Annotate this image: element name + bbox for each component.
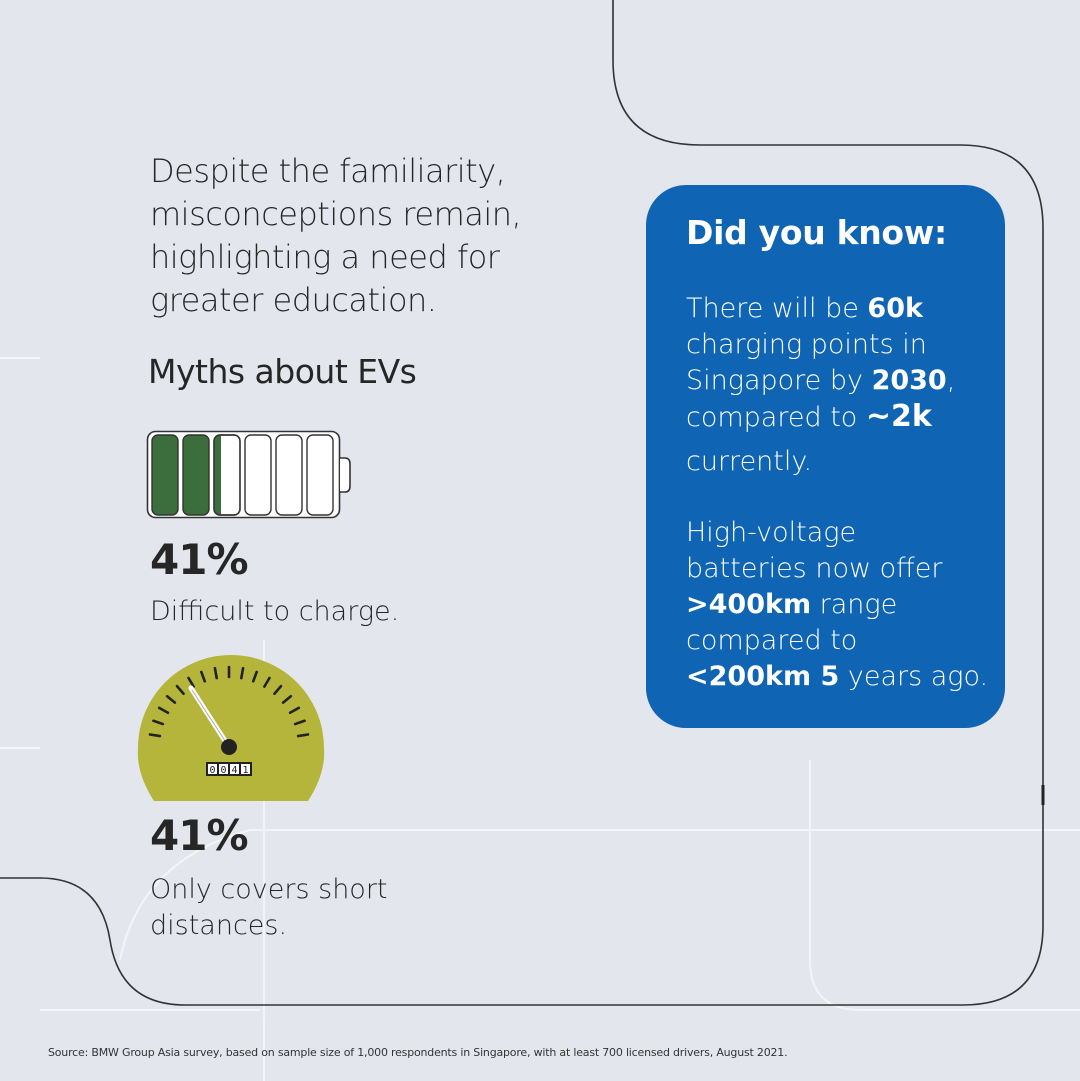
myth-percent: 41% (150, 811, 249, 860)
gauge-tick (187, 676, 195, 688)
gauge-tick (263, 676, 271, 688)
card-text: range (811, 589, 898, 620)
gauge-tick (251, 670, 258, 683)
myth-description-line: distances. (150, 910, 288, 941)
did-you-know-card: Did you know: There will be 60k charging… (646, 185, 1005, 728)
card-text: compared to (686, 625, 858, 656)
intro-line: highlighting a need for (150, 238, 500, 276)
card-text: charging points in (686, 329, 927, 360)
frame-line (0, 0, 1044, 1006)
myths-heading: Myths about EVs (148, 352, 417, 391)
intro-line: misconceptions remain, (150, 195, 522, 233)
gauge-tick (281, 694, 293, 704)
svg-text:4: 4 (231, 765, 237, 776)
card-text: years ago. (839, 661, 989, 692)
gauge-tick (175, 684, 185, 696)
card-highlight: <200km 5 (686, 661, 840, 692)
myth-description: Only covers short distances. (150, 872, 450, 944)
svg-text:0: 0 (209, 765, 215, 776)
card-text: There will be (686, 293, 868, 324)
gauge-tick (148, 733, 162, 738)
intro-line: greater education. (150, 281, 437, 319)
gauge-tick (293, 719, 306, 726)
odometer: 0 0 4 1 (206, 762, 252, 776)
gauge-tick (288, 706, 301, 715)
myth-description-line: Difficult to charge. (150, 596, 400, 627)
card-highlight: ~2k (865, 399, 932, 434)
speedometer-icon: 0 0 4 1 (137, 655, 325, 801)
myth-description-line: Only covers short (150, 874, 388, 905)
myth-description: Difficult to charge. (150, 594, 450, 630)
gauge-tick (240, 666, 245, 680)
card-text: compared to (686, 402, 866, 433)
card-text: batteries now offer (686, 553, 943, 584)
gauge-tick (157, 706, 170, 715)
card-title: Did you know: (686, 213, 947, 252)
card-text: High-voltage (686, 517, 857, 548)
card-highlight: 60k (867, 293, 923, 324)
svg-text:1: 1 (242, 765, 248, 776)
card-highlight: >400km (686, 589, 812, 620)
intro-text: Despite the familiarity, misconceptions … (150, 150, 570, 322)
gauge-tick (165, 694, 177, 704)
card-text: currently. (686, 446, 813, 477)
myth-percent: 41% (150, 535, 249, 584)
gauge-tick (273, 684, 283, 696)
gauge-tick (213, 666, 218, 680)
intro-line: Despite the familiarity, (150, 152, 506, 190)
source-footnote: Source: BMW Group Asia survey, based on … (48, 1046, 788, 1059)
card-paragraph: There will be 60k charging points in Sin… (686, 291, 996, 480)
gauge-tick (296, 733, 310, 738)
card-text: Singapore by (686, 365, 872, 396)
card-paragraph: High-voltage batteries now offer >400km … (686, 515, 996, 695)
card-text: , (946, 365, 956, 396)
gauge-tick (200, 670, 207, 683)
svg-text:0: 0 (220, 765, 226, 776)
battery-icon (146, 430, 351, 519)
card-highlight: 2030 (871, 365, 947, 396)
gauge-tick (152, 719, 165, 726)
